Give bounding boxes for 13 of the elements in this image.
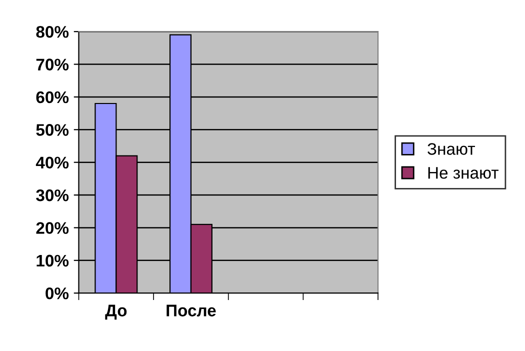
y-tick-label: 60%	[36, 91, 69, 104]
y-tick-label: 50%	[36, 124, 69, 136]
y-tick-label: 10%	[36, 254, 69, 267]
y-tick-label: 0%	[46, 287, 69, 300]
x-tick-label: После	[166, 304, 216, 316]
y-tick-label: 30%	[36, 189, 69, 202]
y-tick-label: 70%	[36, 58, 69, 70]
y-tick-label: 20%	[36, 222, 69, 234]
y-tick-label: 80%	[36, 26, 69, 38]
legend-label: Не знают	[428, 167, 498, 179]
x-tick-label: До	[105, 304, 127, 320]
y-tick-label: 40%	[36, 156, 69, 169]
legend-label: Знают	[428, 143, 475, 155]
